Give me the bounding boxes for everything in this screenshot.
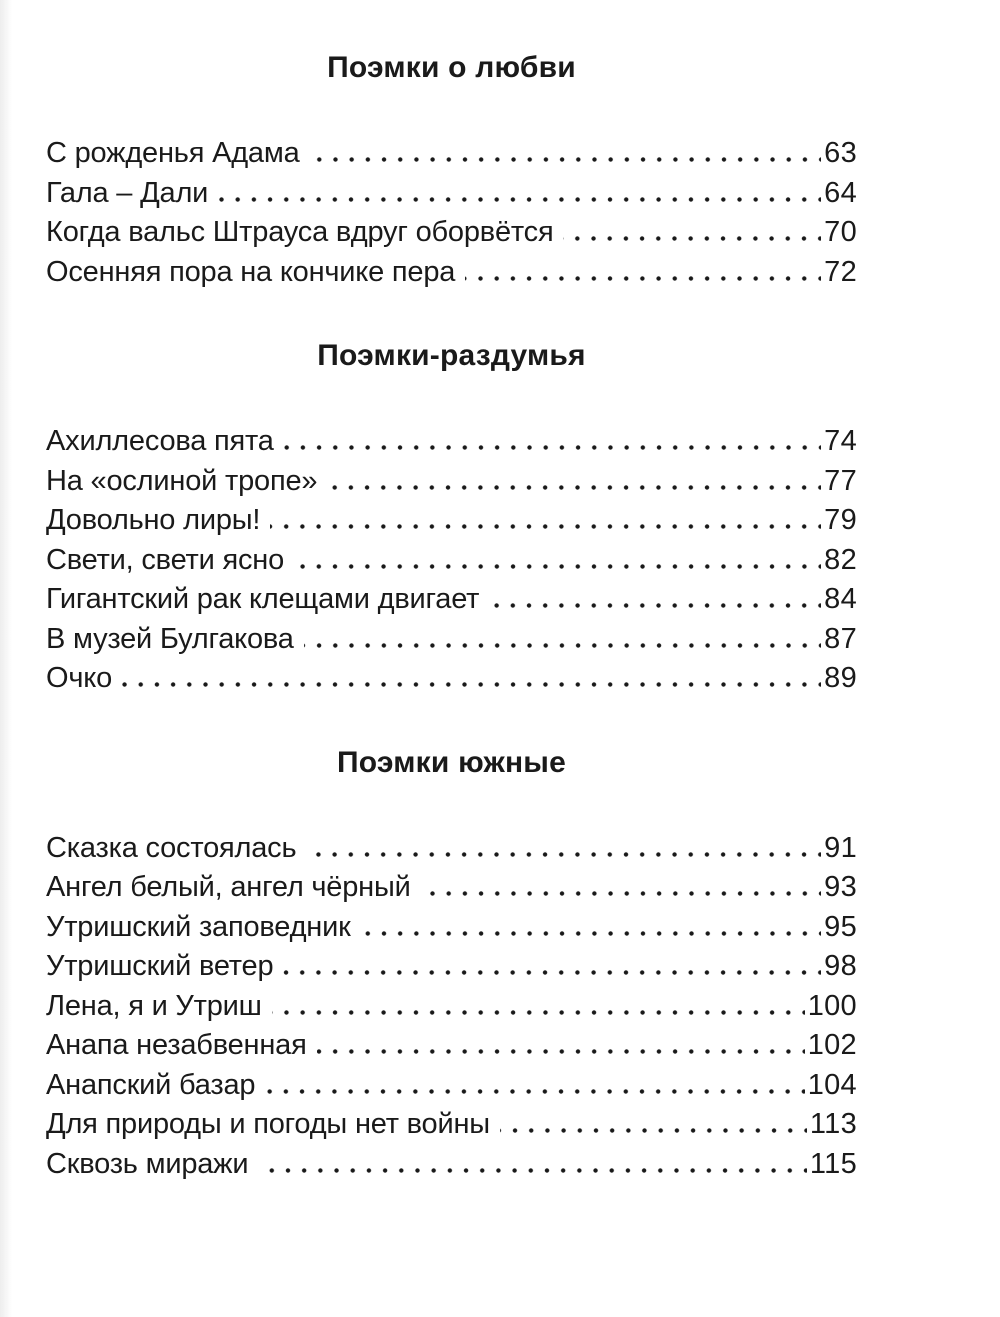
dot-leader [420, 891, 822, 896]
toc-entry-title: В музей Булгакова [46, 622, 294, 655]
toc-section-southern: Сказка состоялась 91 Ангел белый, ангел … [46, 829, 857, 1185]
toc-entry: Свети, свети ясно 82 [46, 541, 857, 581]
toc-entry-page-number: 82 [824, 543, 857, 576]
toc-entry-page-number: 95 [824, 910, 857, 943]
toc-entry-title: Гала – Дали [46, 176, 209, 209]
toc-entry-title: Анапский базар [46, 1068, 256, 1101]
dot-leader [499, 1128, 807, 1133]
toc-entry: Ангел белый, ангел чёрный 93 [46, 868, 857, 908]
toc-entry-title: Довольно лиры! [46, 504, 261, 536]
toc-entry-title: Свети, свети ясно [46, 543, 285, 576]
dot-leader [316, 1049, 805, 1054]
toc-entry-page-number: 70 [824, 216, 857, 248]
dot-leader [258, 1167, 807, 1173]
toc-entry: Ахиллесова пята 74 [46, 422, 857, 462]
toc-entry-title: Когда вальс Штрауса вдруг оборвётся [46, 216, 554, 248]
toc-entry-title: Сказка состоялась [46, 831, 297, 864]
toc-entry-page-number: 113 [809, 1108, 857, 1140]
toc-entry: На «ослиной тропе» 77 [46, 462, 857, 502]
toc-entry: С рожденья Адама 63 [46, 134, 857, 174]
section-heading-southern: Поэмки южные [337, 745, 566, 779]
dot-leader [306, 851, 822, 857]
dot-leader [563, 236, 822, 241]
toc-entry: Очко 89 [46, 659, 857, 699]
toc-entry-title: Анапа незабвенная [46, 1029, 307, 1061]
toc-entry-page-number: 79 [824, 504, 857, 536]
toc-entry: Сквозь миражи 115 [46, 1145, 857, 1185]
toc-entry-title: Утришский ветер [46, 950, 274, 982]
dot-leader [489, 603, 822, 608]
toc-entry-title: Гигантский рак клещами двигает [46, 583, 480, 615]
toc-entry-page-number: 87 [824, 622, 857, 655]
toc-entry-page-number: 63 [824, 137, 857, 169]
toc-entry-title: Очко [46, 662, 113, 694]
toc-section-reflections: Ахиллесова пята 74 На «ослиной тропе» 77… [46, 422, 857, 699]
dot-leader [360, 930, 822, 936]
toc-entry-page-number: 72 [824, 255, 857, 288]
toc-entry-page-number: 77 [824, 464, 857, 497]
toc-entry-page-number: 64 [824, 176, 857, 209]
toc-entry-page-number: 74 [824, 425, 857, 457]
toc-entry-page-number: 93 [824, 871, 857, 903]
section-heading-love: Поэмки о любви [327, 51, 576, 84]
toc-entry-page-number: 102 [807, 1029, 857, 1061]
toc-entry: Анапский базар 104 [46, 1066, 857, 1106]
toc-entry-page-number: 104 [807, 1068, 857, 1101]
toc-entry: В музей Булгакова 87 [46, 620, 857, 660]
toc-entry-title: На «ослиной тропе» [46, 464, 318, 497]
toc-entry: Для природы и погоды нет войны 113 [46, 1105, 857, 1145]
dot-leader [218, 196, 822, 202]
toc-entry-page-number: 91 [824, 831, 857, 864]
toc-entry-page-number: 100 [807, 989, 857, 1022]
toc-entry: Лена, я и Утриш 100 [46, 987, 857, 1027]
dot-leader [283, 445, 822, 450]
toc-entry: Когда вальс Штрауса вдруг оборвётся 70 [46, 213, 857, 253]
toc-entry-title: Ахиллесова пята [46, 425, 274, 457]
dot-leader [303, 642, 822, 648]
dot-leader [122, 682, 822, 687]
toc-entry: Гигантский рак клещами двигает 84 [46, 580, 857, 620]
dot-leader [465, 275, 822, 281]
dot-leader [271, 1009, 805, 1015]
section-heading-reflections: Поэмки-раздумья [317, 339, 586, 372]
dot-leader [283, 970, 822, 975]
dot-leader [270, 524, 822, 529]
toc-entry-title: Осенняя пора на кончике пера [46, 255, 456, 288]
dot-leader [294, 563, 822, 569]
toc-entry-page-number: 89 [824, 662, 857, 694]
toc-entry: Утришский заповедник 95 [46, 908, 857, 948]
toc-entry: Анапа незабвенная 102 [46, 1026, 857, 1066]
toc-entry-title: Лена, я и Утриш [46, 989, 262, 1022]
dot-leader [327, 484, 822, 490]
toc-entry: Утришский ветер 98 [46, 947, 857, 987]
toc-entry-page-number: 98 [824, 950, 857, 982]
toc-entry-title: Для природы и погоды нет войны [46, 1108, 490, 1140]
toc-entry-title: Утришский заповедник [46, 910, 351, 943]
toc-entry-page-number: 84 [824, 583, 857, 615]
toc-entry: Довольно лиры! 79 [46, 501, 857, 541]
dot-leader [309, 157, 822, 162]
toc-entry: Гала – Дали 64 [46, 174, 857, 214]
toc-entry-title: Сквозь миражи [46, 1147, 249, 1180]
dot-leader [265, 1088, 805, 1094]
toc-entry-title: Ангел белый, ангел чёрный [46, 871, 411, 903]
toc-section-love: С рожденья Адама 63 Гала – Дали 64 Когда… [46, 134, 857, 292]
toc-entry: Сказка состоялась 91 [46, 829, 857, 869]
toc-entry: Осенняя пора на кончике пера 72 [46, 253, 857, 293]
toc-entry-page-number: 115 [809, 1147, 857, 1180]
toc-entry-title: С рожденья Адама [46, 137, 300, 169]
